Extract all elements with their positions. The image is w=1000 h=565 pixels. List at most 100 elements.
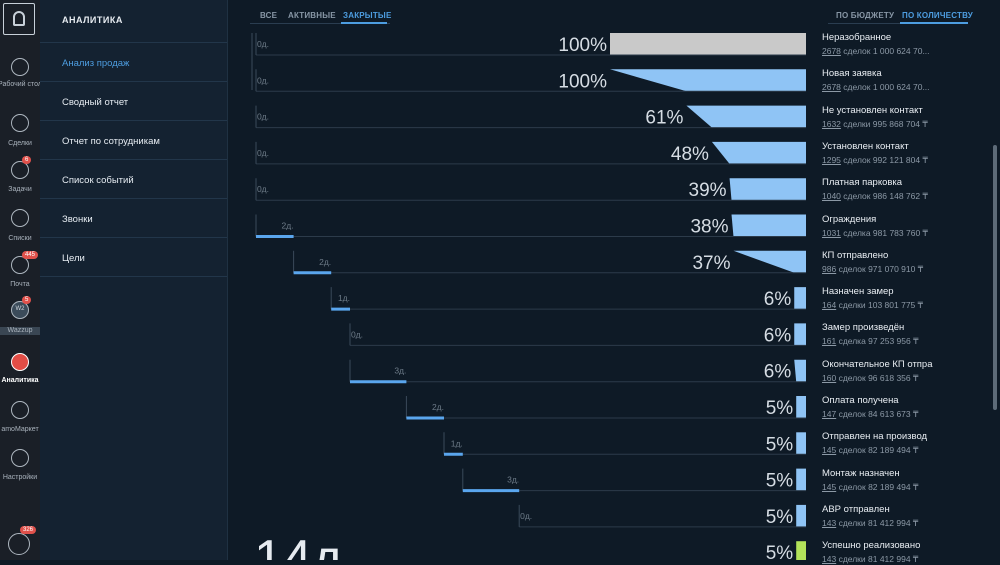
menu-item[interactable]: Сводный отчет xyxy=(62,97,129,108)
tab[interactable]: ВСЕ xyxy=(260,11,278,20)
stage-name: Ограждения xyxy=(822,213,877,225)
deal-summary: сделки 81 412 994 ₸ xyxy=(838,517,919,528)
stage-name: Замер произведён xyxy=(822,322,905,334)
nav-label: Wazzup xyxy=(0,327,42,335)
stage-summary: 164 сделки 103 801 775 ₸ xyxy=(822,300,942,311)
chat-badge: 326 xyxy=(20,526,37,534)
stage-summary: 147 сделок 84 613 673 ₸ xyxy=(822,409,942,420)
deal-summary: сделка 981 783 760 ₸ xyxy=(843,227,928,238)
duration-label: 0д. xyxy=(257,39,269,49)
menu-item[interactable]: Звонки xyxy=(62,214,93,225)
logo[interactable] xyxy=(3,3,35,35)
deal-summary: сделок 1 000 624 70... xyxy=(843,46,930,56)
nav-icon[interactable] xyxy=(11,209,29,227)
deal-count[interactable]: 147 xyxy=(822,409,837,419)
funnel-bar xyxy=(796,396,806,418)
deal-count[interactable]: 1632 xyxy=(822,118,841,129)
nav-label: Задачи xyxy=(8,186,32,193)
deal-count[interactable]: 145 xyxy=(822,445,837,456)
separator xyxy=(40,42,227,43)
nav-icon[interactable] xyxy=(11,401,29,419)
duration-label: 0д. xyxy=(257,148,269,158)
separator xyxy=(40,237,227,238)
percent-label: 5% xyxy=(766,543,794,560)
stage-name: Установлен контакт xyxy=(822,140,909,152)
menu-item[interactable]: Анализ продаж xyxy=(62,58,130,69)
deal-count[interactable]: 1031 xyxy=(822,227,841,238)
percent-label: 38% xyxy=(690,217,728,238)
tab[interactable]: АКТИВНЫЕ xyxy=(288,11,336,20)
funnel-bar xyxy=(610,33,806,55)
funnel-bar xyxy=(686,105,806,128)
separator xyxy=(40,81,227,82)
deal-count[interactable]: 1040 xyxy=(822,191,841,202)
stage-name: АВР отправлен xyxy=(822,503,890,515)
menu-panel: АНАЛИТИКА Анализ продаж Сводный отчет Отче… xyxy=(40,0,228,560)
deal-summary: сделок 971 070 910 ₸ xyxy=(838,263,924,274)
separator xyxy=(40,159,227,160)
nav-label: Рабочий стол xyxy=(0,81,42,88)
nav-icon[interactable] xyxy=(11,114,29,132)
mode-tab[interactable]: ПО БЮДЖЕТУ xyxy=(836,11,895,20)
stage-summary: 1040 сделок 986 148 762 ₸ xyxy=(822,191,942,202)
percent-label: 5% xyxy=(766,434,794,455)
nav-icon[interactable] xyxy=(11,353,29,371)
mode-tab[interactable]: ПО КОЛИЧЕСТВУ xyxy=(902,11,973,20)
deal-count[interactable]: 143 xyxy=(822,517,837,528)
logo-mark xyxy=(13,11,25,26)
menu-item[interactable]: Цели xyxy=(62,253,85,264)
total-days: 14д xyxy=(254,530,342,560)
deal-summary: сделка 97 253 956 ₸ xyxy=(838,336,919,347)
main-area: ВСЕ АКТИВНЫЕ ЗАКРЫТЫЕ ПО БЮДЖЕТУ ПО КОЛИЧЕСТ… xyxy=(228,0,1000,560)
duration-label: 3д. xyxy=(507,475,519,485)
funnel-bar xyxy=(794,359,806,382)
nav-badge: 445 xyxy=(22,251,39,259)
duration-label: 0д. xyxy=(257,75,269,85)
deal-summary: сделок 992 121 804 ₸ xyxy=(843,154,928,165)
nav-icon[interactable]: W2 xyxy=(11,301,29,319)
nav-label: Настройки xyxy=(2,474,38,481)
stage-name: Оплата получена xyxy=(822,395,899,406)
deal-count[interactable]: 986 xyxy=(822,263,837,274)
deal-count[interactable]: 2678 xyxy=(822,46,841,56)
deal-count[interactable]: 2678 xyxy=(822,82,841,93)
stage-name: Успешно реализовано xyxy=(822,540,921,552)
stage-summary: 143 сделки 81 412 994 ₸ xyxy=(822,518,942,529)
percent-label: 6% xyxy=(764,362,792,383)
funnel-bar xyxy=(796,468,806,491)
duration-label: 2д. xyxy=(432,402,444,412)
stage-name: Неразобранное xyxy=(822,32,892,43)
percent-label: 6% xyxy=(764,289,792,310)
nav-icon[interactable] xyxy=(11,256,29,274)
deal-count[interactable]: 143 xyxy=(822,554,837,565)
stage-name: Новая заявка xyxy=(822,68,882,80)
chat-icon[interactable] xyxy=(8,533,30,555)
stage-name: Назначен замер xyxy=(822,286,894,298)
deal-count[interactable]: 145 xyxy=(822,481,837,492)
stage-summary: 2678 сделок 1 000 624 70... xyxy=(822,82,942,92)
percent-label: 100% xyxy=(558,35,607,56)
nav-icon[interactable] xyxy=(11,161,29,179)
funnel-bar xyxy=(796,432,806,455)
funnel-bar xyxy=(794,287,806,310)
duration-label: 0д. xyxy=(351,329,363,339)
deal-count[interactable]: 1295 xyxy=(822,154,841,165)
stage-summary: 145 сделок 82 189 494 ₸ xyxy=(822,482,942,493)
tabs-line xyxy=(250,23,390,24)
deal-count[interactable]: 160 xyxy=(822,372,837,383)
scrollbar-thumb[interactable] xyxy=(993,145,997,410)
deal-count[interactable]: 164 xyxy=(822,300,837,311)
percent-label: 37% xyxy=(692,253,730,274)
nav-icon[interactable] xyxy=(11,58,29,76)
separator xyxy=(40,120,227,121)
tab[interactable]: ЗАКРЫТЫЕ xyxy=(343,11,392,20)
menu-item[interactable]: Отчет по сотрудникам xyxy=(62,136,160,147)
nav-icon[interactable] xyxy=(11,449,29,467)
duration-label: 0д. xyxy=(257,112,269,122)
deal-count[interactable]: 161 xyxy=(822,336,837,347)
menu-item[interactable]: Список событий xyxy=(62,175,134,186)
funnel-bar xyxy=(610,69,806,92)
duration-label: 3д. xyxy=(394,366,406,376)
percent-label: 39% xyxy=(689,180,727,201)
